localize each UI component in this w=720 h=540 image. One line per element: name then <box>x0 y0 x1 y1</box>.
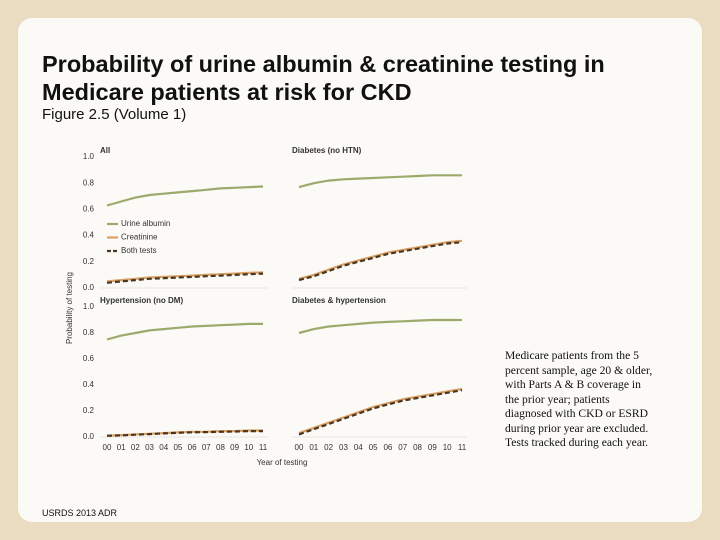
x-tick-label: 03 <box>145 443 154 452</box>
x-tick-label: 00 <box>295 443 304 452</box>
y-tick-label: 1.0 <box>83 302 95 311</box>
panel-title: Diabetes (no HTN) <box>292 146 362 155</box>
y-tick-label: 0.8 <box>83 328 95 337</box>
x-tick-label: 07 <box>398 443 407 452</box>
footer: USRDS 2013 ADR <box>42 508 118 518</box>
x-tick-label: 10 <box>443 443 452 452</box>
x-tick-label: 02 <box>131 443 140 452</box>
series-line <box>106 272 264 284</box>
x-tick-label: 09 <box>428 443 437 452</box>
x-tick-label: 05 <box>369 443 378 452</box>
x-tick-label: 07 <box>202 443 211 452</box>
series-line <box>106 271 264 283</box>
legend-label: Both tests <box>121 246 157 255</box>
legend-label: Creatinine <box>121 233 158 242</box>
y-tick-label: 1.0 <box>83 152 95 161</box>
slide-title: Probability of urine albumin & creatinin… <box>42 51 605 105</box>
x-tick-label: 04 <box>354 443 363 452</box>
x-tick-label: 09 <box>230 443 239 452</box>
x-tick-label: 10 <box>244 443 253 452</box>
y-tick-label: 0.2 <box>83 406 95 415</box>
y-tick-label: 0.6 <box>83 205 95 214</box>
series-line <box>106 185 264 207</box>
y-tick-label: 0.6 <box>83 354 95 363</box>
slide-subtitle: Figure 2.5 (Volume 1) <box>42 106 187 123</box>
y-tick-label: 0.0 <box>83 432 95 441</box>
series-line <box>298 387 463 435</box>
x-axis-label: Year of testing <box>257 458 308 467</box>
panel-title: All <box>100 146 110 155</box>
y-tick-label: 0.2 <box>83 257 95 266</box>
series-line <box>298 174 462 189</box>
y-tick-label: 0.4 <box>83 380 95 389</box>
y-tick-label: 0.0 <box>83 283 95 292</box>
x-tick-label: 06 <box>383 443 392 452</box>
x-tick-label: 05 <box>173 443 182 452</box>
x-tick-label: 01 <box>309 443 318 452</box>
x-tick-label: 04 <box>159 443 168 452</box>
x-tick-label: 08 <box>413 443 422 452</box>
note: Medicare patients from the 5 percent sam… <box>505 349 653 449</box>
x-tick-label: 11 <box>259 443 268 452</box>
legend-label: Urine albumin <box>121 219 170 228</box>
series-line <box>298 239 463 280</box>
series-line <box>106 430 263 437</box>
series-line <box>298 241 463 282</box>
x-tick-label: 01 <box>117 443 126 452</box>
x-tick-label: 11 <box>458 443 467 452</box>
panel-title: Diabetes & hypertension <box>292 296 386 305</box>
series-line <box>298 318 462 335</box>
x-tick-label: 02 <box>324 443 333 452</box>
panel-title: Hypertension (no DM) <box>100 296 183 305</box>
series-line <box>298 389 463 436</box>
x-tick-label: 00 <box>103 443 112 452</box>
x-tick-label: 03 <box>339 443 348 452</box>
x-tick-label: 08 <box>216 443 225 452</box>
y-tick-label: 0.8 <box>83 178 95 187</box>
y-tick-label: 0.4 <box>83 231 95 240</box>
series-line <box>106 322 263 341</box>
slide-card <box>18 18 702 522</box>
y-axis-label: Probability of testing <box>65 272 74 344</box>
x-tick-label: 06 <box>188 443 197 452</box>
